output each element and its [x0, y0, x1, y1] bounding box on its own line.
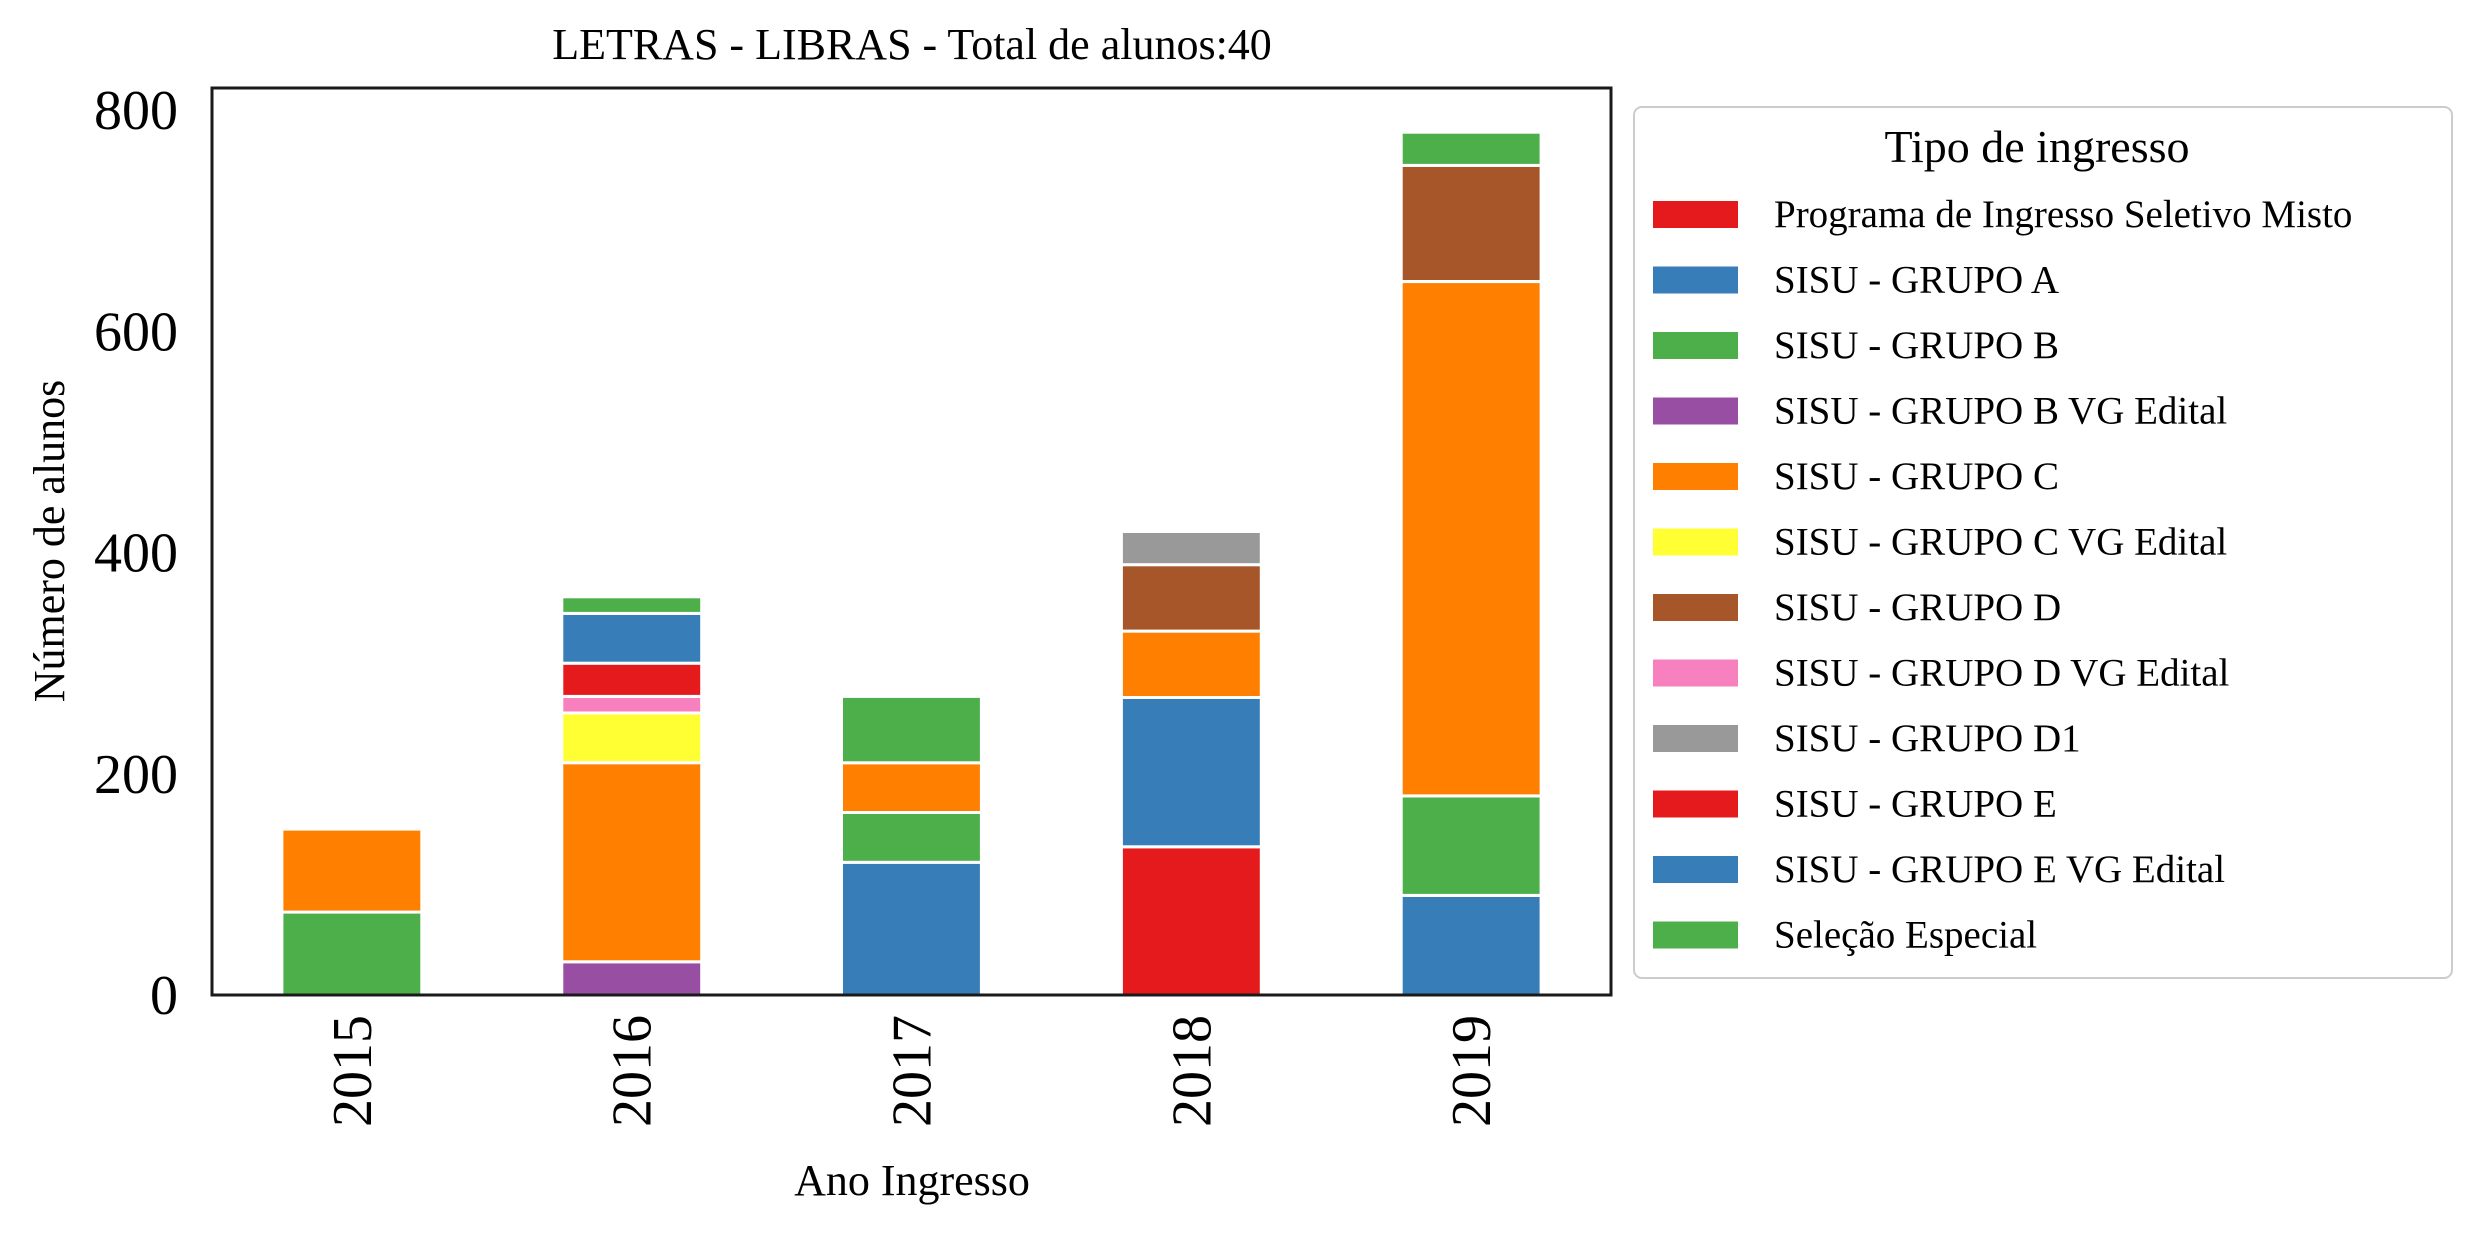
bar-segment-2017-series-4 — [840, 761, 983, 815]
legend-label: SISU - GRUPO B — [1774, 324, 2059, 367]
legend-swatch — [1653, 332, 1738, 359]
bar-segment-2016-series-7 — [560, 694, 704, 715]
bar-segment-2019-series-4 — [1399, 280, 1543, 798]
legend-title: Tipo de ingresso — [1885, 121, 2190, 172]
y-tick-label: 200 — [94, 744, 178, 806]
legend-label: SISU - GRUPO A — [1774, 259, 2059, 302]
y-axis-label: Número de alunos — [25, 380, 74, 703]
y-tick-label: 0 — [150, 965, 178, 1027]
bar-segment-2016-series-5 — [560, 711, 704, 765]
x-tick-label: 2016 — [602, 1015, 664, 1127]
bar-segment-2018-series-4 — [1119, 629, 1263, 699]
bar-segment-2016-series-10 — [560, 611, 704, 665]
bar-segment-2018-series-6 — [1119, 563, 1263, 633]
legend-swatch — [1653, 201, 1738, 228]
bar-segment-2016-series-11 — [560, 595, 704, 615]
bar-segment-2016-series-3 — [560, 960, 704, 997]
x-tick-label: 2015 — [322, 1015, 384, 1127]
chart-title: LETRAS - LIBRAS - Total de alunos:40 — [552, 20, 1272, 69]
x-tick-label: 2019 — [1441, 1015, 1503, 1127]
legend-label: SISU - GRUPO E VG Edital — [1774, 848, 2225, 891]
bar-segment-2019-series-2 — [1399, 794, 1543, 897]
bar-segment-2018-series-8 — [1119, 530, 1263, 567]
y-tick-label: 400 — [94, 523, 178, 585]
y-tick-label: 600 — [94, 301, 178, 363]
legend-items: Programa de Ingresso Seletivo Misto SISU … — [1653, 193, 2352, 957]
bar-segment-2019-series-11 — [1399, 130, 1543, 167]
legend-swatch — [1653, 725, 1738, 752]
bar-segment-2017-series-11 — [840, 694, 983, 765]
bar-stack-group — [280, 130, 1543, 997]
bar-segment-2015-series-2 — [280, 910, 424, 997]
x-tick-label: 2017 — [882, 1015, 944, 1127]
bar-segment-2018-series-1 — [1119, 696, 1263, 849]
legend-swatch — [1653, 397, 1738, 425]
plot-frame — [210, 86, 1613, 997]
legend-swatch — [1653, 659, 1738, 687]
legend-label: Programa de Ingresso Seletivo Misto — [1774, 193, 2352, 236]
legend-label: SISU - GRUPO D — [1774, 586, 2061, 629]
legend: Tipo de ingresso Programa de Ingresso Se… — [1633, 106, 2453, 979]
bar-segment-2016-series-9 — [560, 661, 704, 698]
legend-label: SISU - GRUPO B VG Edital — [1774, 390, 2227, 433]
legend-label: SISU - GRUPO C — [1774, 455, 2059, 498]
y-axis-ticks: 0 200 400 600 800 — [94, 80, 178, 1027]
legend-swatch — [1653, 790, 1738, 818]
bar-segment-2016-series-4 — [560, 761, 704, 964]
legend-label: SISU - GRUPO D1 — [1774, 717, 2081, 760]
legend-swatch — [1653, 528, 1738, 556]
x-axis-label: Ano Ingresso — [794, 1156, 1030, 1205]
x-axis-ticks: 2015 2016 2017 2018 2019 — [322, 1015, 1503, 1127]
legend-box — [1633, 106, 2453, 979]
legend-swatch — [1653, 463, 1738, 490]
legend-swatch — [1653, 921, 1738, 949]
bar-segment-2017-series-2 — [840, 811, 983, 864]
legend-label: SISU - GRUPO D VG Edital — [1774, 652, 2230, 695]
bar-segment-2019-series-1 — [1399, 894, 1543, 997]
legend-label: SISU - GRUPO C VG Edital — [1774, 521, 2227, 564]
legend-swatch — [1653, 266, 1738, 294]
legend-label: Seleção Especial — [1774, 914, 2037, 957]
bar-segment-2015-series-4 — [280, 827, 424, 914]
bar-segment-2017-series-1 — [840, 860, 983, 997]
legend-swatch — [1653, 856, 1738, 883]
y-tick-label: 800 — [94, 80, 178, 142]
x-tick-label: 2018 — [1161, 1015, 1223, 1127]
bar-segment-2019-series-6 — [1399, 163, 1543, 283]
bar-segment-2018-series-0 — [1119, 845, 1263, 997]
legend-swatch — [1653, 594, 1738, 621]
legend-label: SISU - GRUPO E — [1774, 783, 2057, 826]
